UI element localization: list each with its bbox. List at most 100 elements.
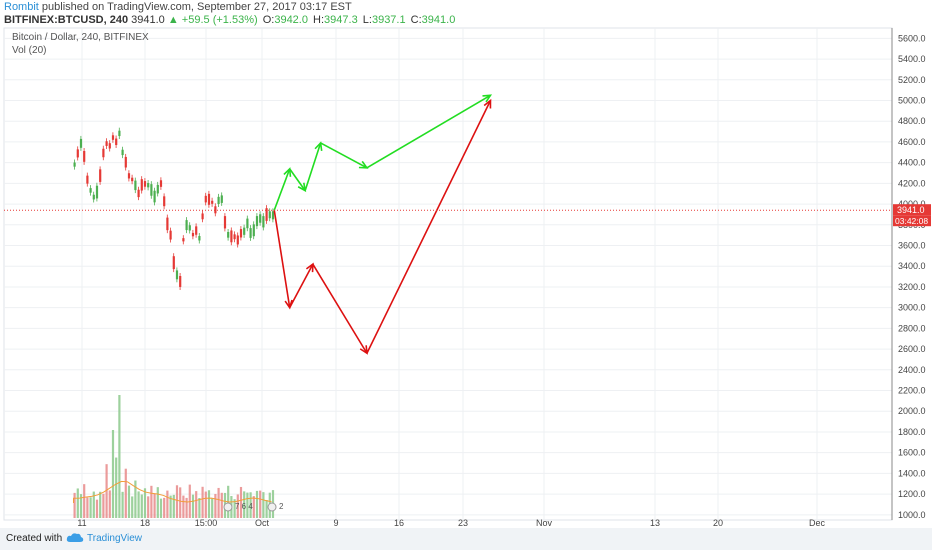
bearish-projection-segment <box>312 263 368 354</box>
y-tick-label: 5000.0 <box>898 96 926 106</box>
candle-body <box>124 156 127 168</box>
candle-body <box>172 256 175 270</box>
volume-bar <box>207 490 211 518</box>
volume-bar <box>79 494 83 518</box>
volume-label: Vol (20) <box>12 45 47 56</box>
volume-bar <box>159 498 163 518</box>
volume-bar <box>83 484 86 518</box>
candle-body <box>147 183 150 188</box>
candle-body <box>169 230 172 240</box>
candle-body <box>140 179 143 191</box>
volume-bar <box>246 492 249 518</box>
candle-body <box>230 230 233 243</box>
candle-body <box>207 193 211 205</box>
candle-body <box>223 216 227 229</box>
candle-body <box>83 151 86 162</box>
low-label: L: <box>362 14 372 26</box>
price-tag-bg <box>893 204 931 216</box>
y-tick-label: 4200.0 <box>898 178 926 188</box>
projection-lines <box>273 94 493 355</box>
y-tick-label: 1000.0 <box>898 510 926 520</box>
volume-bar <box>102 493 105 518</box>
price-chart[interactable]: 1000.01200.01400.01600.01800.02000.02200… <box>0 0 932 528</box>
candle-body <box>220 195 223 203</box>
x-tick-label: 13 <box>650 518 660 528</box>
flag-icon <box>223 502 233 512</box>
y-tick-label: 2200.0 <box>898 386 926 396</box>
bullish-projection-segment <box>320 142 368 169</box>
y-tick-label: 2800.0 <box>898 323 926 333</box>
cloud-icon <box>66 533 84 542</box>
candle-body <box>95 185 99 199</box>
volume-bar <box>198 498 201 518</box>
volume-bar <box>73 492 76 518</box>
candle-body <box>201 213 204 220</box>
x-tick-label: 18 <box>140 518 150 528</box>
candle-body <box>271 211 275 220</box>
volume-bar <box>214 493 217 518</box>
volume-bar <box>236 494 239 518</box>
volume-bar <box>150 485 153 518</box>
x-tick-label: 11 <box>77 518 86 528</box>
y-tick-label: 5400.0 <box>898 54 926 64</box>
y-tick-label: 3600.0 <box>898 241 926 251</box>
candle-body <box>227 231 230 238</box>
publish-text: published on TradingView.com, September … <box>41 1 352 13</box>
bearish-projection-segment <box>288 263 314 309</box>
y-tick-label: 4800.0 <box>898 116 926 126</box>
volume-bar <box>92 491 95 518</box>
high-value: 3947.3 <box>324 14 358 26</box>
volume-bar <box>140 494 143 518</box>
candle-body <box>163 196 166 207</box>
candle-body <box>179 276 182 287</box>
candle-body <box>156 184 159 194</box>
volume-bar <box>111 430 115 518</box>
volume-bar <box>249 492 252 518</box>
candle-body <box>217 196 220 205</box>
volume-bars <box>72 395 275 518</box>
volume-bar <box>220 492 223 518</box>
volume-bar <box>179 487 182 518</box>
countdown-tag-bg <box>893 215 931 227</box>
flag-icon <box>267 502 277 512</box>
axes: 1000.01200.01400.01600.01800.02000.02200… <box>4 28 931 528</box>
volume-bar <box>147 496 150 518</box>
tradingview-brand[interactable]: TradingView <box>87 533 143 544</box>
candle-body <box>249 228 252 238</box>
candle-body <box>76 149 79 158</box>
created-with: Created with <box>6 533 63 544</box>
author-link[interactable]: Rombit <box>4 1 39 13</box>
candle-body <box>102 148 105 158</box>
candle-body <box>239 229 243 238</box>
candle-body <box>211 200 214 204</box>
volume-bar <box>86 497 89 518</box>
x-tick-label: 15:00 <box>195 518 218 528</box>
y-tick-label: 4000.0 <box>898 199 926 209</box>
volume-bar <box>127 485 131 518</box>
volume-bar <box>143 488 147 518</box>
bullish-projection-segment <box>289 168 306 192</box>
y-tick-label: 2000.0 <box>898 406 926 416</box>
publish-info: Rombit published on TradingView.com, Sep… <box>4 1 352 13</box>
countdown-tag: 03:42:08 <box>895 216 928 226</box>
candle-body <box>175 270 179 280</box>
grid-lines <box>3 27 893 521</box>
volume-bar <box>172 494 175 518</box>
candle-body <box>153 190 156 203</box>
candle-body <box>150 184 153 196</box>
volume-bar <box>252 496 255 518</box>
volume-bar <box>262 492 265 518</box>
candle-body <box>259 214 262 223</box>
volume-bar <box>163 497 166 518</box>
volume-bar <box>76 488 79 518</box>
event-badge-text: 2 <box>279 502 284 511</box>
candle-body <box>262 216 265 228</box>
candle-body <box>86 175 89 184</box>
candle-body <box>236 235 239 245</box>
candle-body <box>233 234 236 240</box>
plot-area <box>3 27 893 521</box>
y-tick-label: 5600.0 <box>898 33 926 43</box>
bullish-projection-segment <box>366 94 491 169</box>
volume-bar <box>115 457 118 518</box>
y-tick-label: 1200.0 <box>898 489 926 499</box>
